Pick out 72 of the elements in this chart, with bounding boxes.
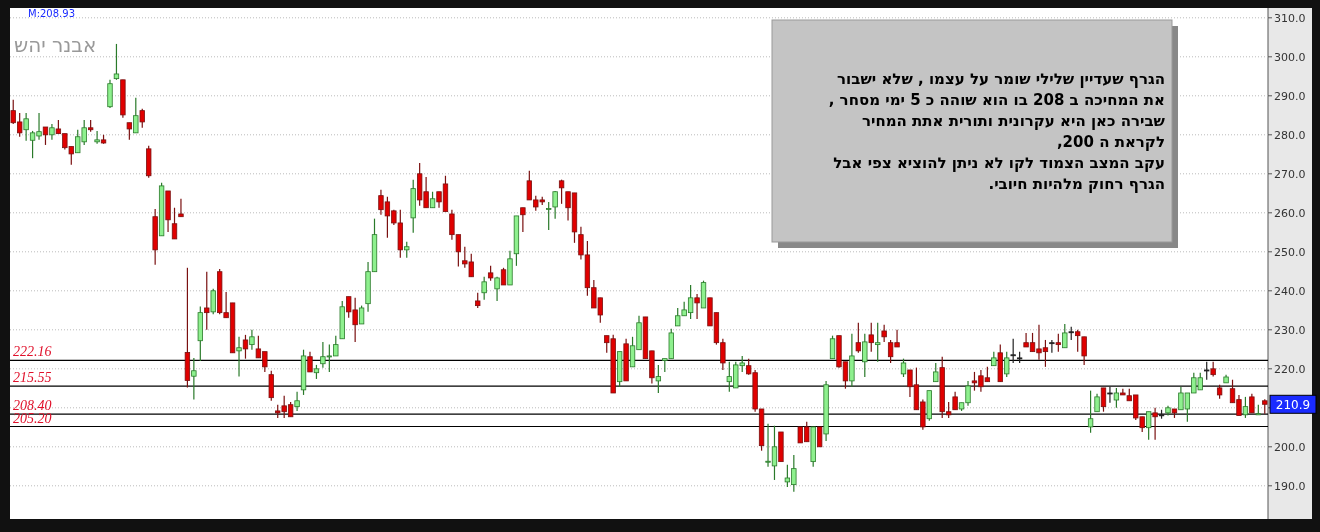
candlestick [1087,390,1094,434]
candlestick [139,108,145,129]
candlestick [249,329,255,351]
candlestick [1081,336,1087,366]
candlestick [242,334,249,360]
candlestick [881,324,887,343]
y-tick-label: 190.0 [1274,479,1306,493]
y-tick-label: 220.0 [1274,362,1306,376]
candlestick [1100,387,1107,413]
candlestick [307,351,313,373]
candlestick [1010,338,1016,364]
candlestick [900,358,907,378]
candlestick [875,322,881,363]
y-tick-label: 240.0 [1274,284,1306,298]
annotation: את המחיכה ב 208 בו הוא שוהה כ 5 ימי מסחר , [828,91,1165,109]
y-tick-label: 300.0 [1274,50,1306,64]
annotation: שבירה כאן היא עקרונית ותורית אתת המחיר [861,112,1166,130]
y-tick-label: 290.0 [1274,89,1306,103]
y-tick-label: 280.0 [1274,128,1306,142]
candlestick [23,112,29,142]
candlestick [1242,396,1249,419]
candlestick [1062,323,1068,349]
candlestick [862,333,868,378]
candlestick [107,79,113,109]
candlestick [358,305,365,325]
annotation: אבנר יהש [14,33,97,57]
candlestick [1049,339,1055,354]
annotation: הגרף שעדיין שלילי שומר על עצמו , שלא ישבור [837,70,1165,88]
candlestick [236,336,242,378]
y-tick-label: 270.0 [1274,167,1306,181]
candlestick [481,276,487,301]
candlestick [191,357,197,401]
y-tick-label: 200.0 [1274,440,1306,454]
candlestick [204,271,210,331]
annotation: עקב המצב הצמוד לקו לא ניתן להוציא צפי אבל [833,154,1165,172]
candlestick [178,198,184,218]
candlestick [816,426,823,448]
candlestick [558,179,565,205]
candlestick [520,207,526,233]
candlestick [855,322,861,354]
candlestick [933,362,939,383]
candlestick [1145,411,1152,441]
candlestick [1075,329,1081,353]
candlestick [133,97,139,134]
annotation: הגרף רחוק מלהיות חיובי. [988,175,1165,193]
annotation: לקראת ה 200, [1056,133,1165,151]
candlestick [1004,351,1010,378]
y-tick-label: 250.0 [1274,245,1306,259]
candlestick [655,364,662,394]
ref-line-label: 222.16 [13,344,52,360]
ref-line-label: 215.55 [13,370,52,386]
y-tick-label: 310.0 [1274,11,1306,25]
y-tick-label: 230.0 [1274,323,1306,337]
candlestick [94,130,100,145]
candlestick [1107,386,1113,404]
candlestick [552,190,558,220]
candlestick [1113,387,1120,409]
text: 210.9 [1275,398,1311,413]
annotation: M:208.93 [28,8,75,19]
candlestick [171,207,178,240]
candlestick [829,335,836,360]
candlestick [546,201,552,231]
candlestick [868,322,874,353]
candlestick [294,391,300,412]
candlestick [268,370,274,402]
candlestick [1152,407,1158,441]
y-tick-label: 260.0 [1274,206,1306,220]
candlestick [210,288,216,315]
candlestick [113,43,120,81]
candlestick [494,276,500,302]
candlestick [1249,393,1255,414]
candlestick [694,293,700,320]
